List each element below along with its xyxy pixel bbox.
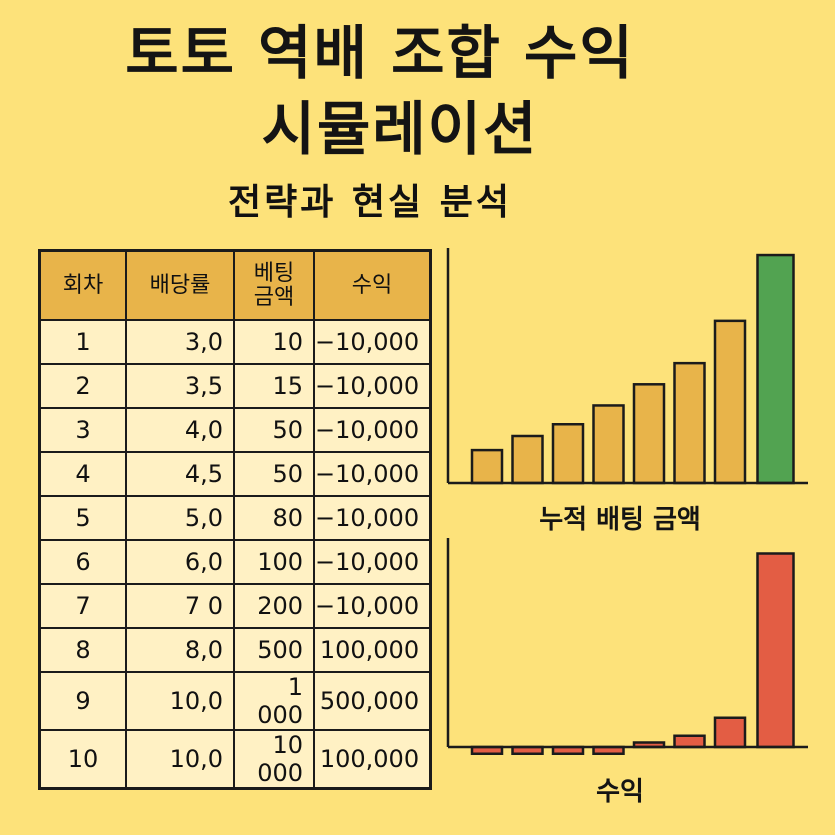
cell-profit: −10,000 <box>313 363 432 409</box>
cell-bet: 80 <box>233 495 315 541</box>
header-profit: 수익 <box>313 249 432 321</box>
cell-odds: 6,0 <box>125 539 235 585</box>
cell-odds: 3,0 <box>125 319 235 365</box>
table-row: 4 4,5 50 −10,000 <box>38 451 432 497</box>
title-line-1: 토토 역배 조합 수익 <box>125 19 635 87</box>
cell-round: 9 <box>38 671 127 731</box>
cell-profit: −10,000 <box>313 583 432 629</box>
cell-round: 7 <box>38 583 127 629</box>
odds-table: 회차 배당률 베팅 금액 수익 1 3,0 10 −10,000 2 3,5 15 −10,0… <box>38 249 433 790</box>
chart1-bar-5 <box>632 383 666 485</box>
table-header-row: 회차 배당률 베팅 금액 수익 <box>38 249 432 321</box>
cell-bet: 50 <box>233 407 315 453</box>
chart1-bar-4 <box>592 404 625 485</box>
cell-odds: 4,5 <box>125 451 235 497</box>
cell-round: 3 <box>38 407 127 453</box>
table-row: 6 6,0 100 −10,000 <box>38 539 432 585</box>
cell-bet: 100 <box>233 539 315 585</box>
cell-profit: −10,000 <box>313 451 432 497</box>
table-row: 8 8,0 500 100,000 <box>38 627 432 673</box>
chart1-bar-8 <box>756 253 795 485</box>
table-row: 1 3,0 10 −10,000 <box>38 319 432 365</box>
table-row: 10 10,0 10 000 100,000 <box>38 729 432 790</box>
cell-bet: 10 <box>233 319 315 365</box>
cell-profit: −10,000 <box>313 319 432 365</box>
cell-round: 5 <box>38 495 127 541</box>
chart1-bar-7 <box>713 319 747 485</box>
cell-bet: 1 000 <box>233 671 315 731</box>
subtitle: 전략과 현실 분석 <box>228 182 512 223</box>
chart2-bar-7 <box>713 716 747 749</box>
cell-profit: −10,000 <box>313 539 432 585</box>
cell-odds: 8,0 <box>125 627 235 673</box>
cell-odds: 4,0 <box>125 407 235 453</box>
chart2-bar-6 <box>673 734 706 749</box>
cell-profit: −10,000 <box>313 495 432 541</box>
header-odds: 배당률 <box>125 249 235 321</box>
header-round: 회차 <box>38 249 127 321</box>
cell-round: 4 <box>38 451 127 497</box>
chart1-xlabel: 누적 배팅 금액 <box>539 505 701 535</box>
chart2-xlabel: 수익 <box>596 777 644 807</box>
cell-profit: 500,000 <box>313 671 432 731</box>
cell-odds: 5,0 <box>125 495 235 541</box>
table-row: 3 4,0 50 −10,000 <box>38 407 432 453</box>
chart1-bar-3 <box>551 423 585 485</box>
table-row: 2 3,5 15 −10,000 <box>38 363 432 409</box>
cell-odds: 3,5 <box>125 363 235 409</box>
cell-profit: 100,000 <box>313 729 432 790</box>
cell-bet: 50 <box>233 451 315 497</box>
cell-profit: 100,000 <box>313 627 432 673</box>
cell-odds: 10,0 <box>125 671 235 731</box>
table-row: 9 10,0 1 000 500,000 <box>38 671 432 731</box>
chart1-bar-1 <box>470 448 504 485</box>
cell-odds: 10,0 <box>125 729 235 790</box>
cell-bet: 200 <box>233 583 315 629</box>
cell-bet: 500 <box>233 627 315 673</box>
chart1-bar-2 <box>511 434 544 485</box>
chart2-bar-8 <box>756 552 795 749</box>
cell-round: 1 <box>38 319 127 365</box>
cell-round: 6 <box>38 539 127 585</box>
header-bet-amount: 베팅 금액 <box>233 249 315 321</box>
table-row: 5 5,0 80 −10,000 <box>38 495 432 541</box>
title-line-2: 시뮬레이션 <box>261 95 539 163</box>
cell-round: 2 <box>38 363 127 409</box>
cell-profit: −10,000 <box>313 407 432 453</box>
cell-bet: 15 <box>233 363 315 409</box>
chart1-bar-6 <box>673 361 706 485</box>
cell-round: 10 <box>38 729 127 790</box>
cell-odds: 7 0 <box>125 583 235 629</box>
cell-round: 8 <box>38 627 127 673</box>
cell-bet: 10 000 <box>233 729 315 790</box>
